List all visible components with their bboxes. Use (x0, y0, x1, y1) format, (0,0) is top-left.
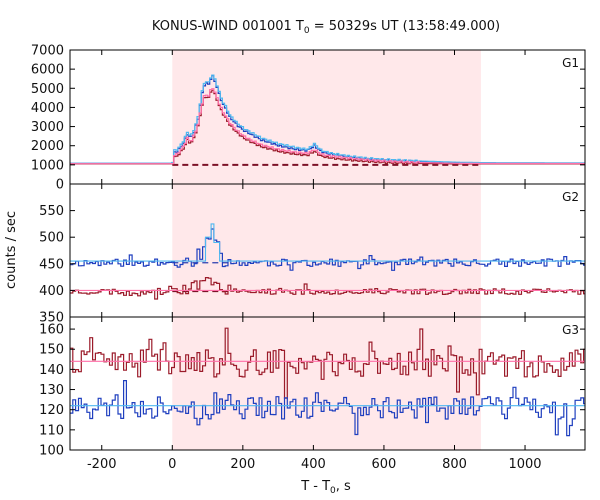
x-tick-label: 1000 (508, 457, 541, 472)
panel-label-g1: G1 (562, 56, 579, 70)
y-tick-label: 550 (39, 204, 64, 219)
chart-title-main: KONUS-WIND 001001 T (152, 19, 304, 34)
y-tick-label: 2000 (31, 139, 64, 154)
y-tick-label: 4000 (31, 101, 64, 116)
y-tick-label: 400 (39, 284, 64, 299)
panel-g1: G1 0 1000 2000 3000 4000 5000 6000 7000 (31, 44, 586, 193)
panel-frame-g3 (69, 316, 586, 451)
panel-data-g2 (70, 223, 585, 300)
chart-title-rest: = 50329s UT (13:58:49.000) (310, 19, 500, 34)
panel-label-g3: G3 (562, 323, 579, 337)
y-tick-label: 120 (39, 403, 64, 418)
y-tick-label: 6000 (31, 63, 64, 78)
series-line-g3-darkred (70, 327, 585, 399)
y-tick-label: 3000 (31, 120, 64, 135)
y-tick-label: 1000 (31, 158, 64, 173)
x-axis-label-main: T - T (300, 479, 330, 494)
y-tick-label: 7000 (31, 44, 64, 59)
panel-g3: G3 100 110 120 130 140 150 160 (39, 316, 586, 459)
x-axis-label-subscript: 0 (330, 486, 336, 496)
y-tick-label: 5000 (31, 82, 64, 97)
x-tick-label: -200 (87, 457, 117, 472)
y-tick-label: 110 (39, 423, 64, 438)
series-line-g2-darkred (70, 277, 585, 300)
y-tick-label: 500 (39, 231, 64, 246)
panel-data-g3 (70, 327, 585, 437)
y-tick-label: 0 (56, 178, 64, 193)
x-axis-label: T - T0, s (300, 479, 351, 496)
x-tick-label: 600 (372, 457, 397, 472)
y-tick-label: 450 (39, 257, 64, 272)
y-tick-label: 150 (39, 343, 64, 358)
x-tick-label: 800 (442, 457, 467, 472)
x-axis-label-rest: , s (336, 479, 351, 494)
shaded-interval (172, 50, 481, 450)
y-tick-label: 160 (39, 323, 64, 338)
chart-title-subscript: 0 (304, 26, 310, 36)
y-tick-label: 350 (39, 311, 64, 326)
panel-label-g2: G2 (562, 190, 579, 204)
y-tick-label: 100 (39, 444, 64, 459)
plot-layer: G101000200030004000500060007000G23504004… (31, 44, 586, 472)
panel-g2: G2 350 400 450 500 550 (39, 183, 586, 326)
x-tick-label: 400 (301, 457, 326, 472)
y-tick-label: 140 (39, 363, 64, 378)
panel-data-g1 (70, 74, 585, 166)
series-line-g3-blue (70, 380, 585, 437)
x-tick-label: 200 (230, 457, 255, 472)
y-tick-label: 130 (39, 383, 64, 398)
chart-title: KONUS-WIND 001001 T0 = 50329s UT (13:58:… (152, 19, 500, 36)
x-tick-label: 0 (168, 457, 176, 472)
series-line-g1-lightblue (70, 74, 585, 164)
series-line-g1-pink (70, 88, 585, 165)
series-line-g2-lightblue (70, 223, 585, 262)
y-axis-label: counts / sec (4, 211, 19, 289)
